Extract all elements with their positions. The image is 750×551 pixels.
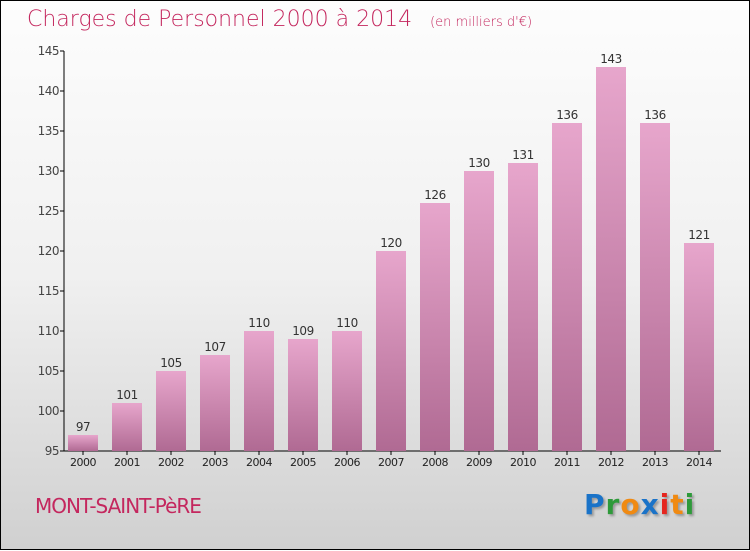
bar — [112, 403, 142, 451]
logo-letter: t — [670, 488, 685, 521]
logo-letter: i — [659, 488, 671, 521]
y-tick-label: 100 — [38, 404, 59, 418]
bar — [464, 171, 494, 451]
data-label: 101 — [116, 388, 137, 402]
logo-letter: i — [684, 488, 696, 521]
x-tick-label: 2000 — [70, 456, 96, 469]
data-label: 97 — [76, 420, 90, 434]
y-tick-label: 105 — [38, 364, 59, 378]
x-tick-label: 2013 — [642, 456, 668, 469]
y-tick-label: 95 — [45, 444, 59, 458]
bar — [244, 331, 274, 451]
bar — [68, 435, 98, 451]
x-tick-label: 2012 — [598, 456, 624, 469]
chart-title: Charges de Personnel 2000 à 2014 (en mill… — [27, 7, 532, 32]
data-label: 110 — [336, 316, 357, 330]
data-label: 109 — [292, 324, 313, 338]
data-label: 120 — [380, 236, 401, 250]
chart-subtitle: (en milliers d'€) — [430, 15, 533, 30]
x-tick-label: 2001 — [114, 456, 140, 469]
x-tick-label: 2002 — [158, 456, 184, 469]
bar — [552, 123, 582, 451]
y-tick-label: 120 — [38, 244, 59, 258]
data-label: 143 — [600, 52, 621, 66]
y-tick-label: 110 — [38, 324, 59, 338]
bar — [508, 163, 538, 451]
data-label: 121 — [688, 228, 709, 242]
data-label: 136 — [644, 108, 665, 122]
bar — [376, 251, 406, 451]
x-tick-label: 2005 — [290, 456, 316, 469]
x-tick-label: 2009 — [466, 456, 492, 469]
x-tick-label: 2010 — [510, 456, 536, 469]
bar — [640, 123, 670, 451]
y-tick-label: 145 — [38, 44, 59, 58]
y-tick-label: 135 — [38, 124, 59, 138]
y-tick-label: 130 — [38, 164, 59, 178]
y-tick-label: 140 — [38, 84, 59, 98]
bar — [684, 243, 714, 451]
y-tick-label: 115 — [38, 284, 59, 298]
logo-letter: x — [640, 488, 660, 521]
bar — [420, 203, 450, 451]
logo-letter: o — [620, 488, 641, 521]
x-tick-label: 2003 — [202, 456, 228, 469]
y-tick-label: 125 — [38, 204, 59, 218]
x-tick-label: 2014 — [686, 456, 712, 469]
bar — [156, 371, 186, 451]
title-text: Charges de Personnel 2000 à 2014 — [27, 7, 413, 32]
x-tick-label: 2006 — [334, 456, 360, 469]
logo-letter: r — [605, 488, 621, 521]
data-label: 105 — [160, 356, 181, 370]
data-label: 130 — [468, 156, 489, 170]
logo-letter: P — [584, 488, 606, 521]
bar — [288, 339, 318, 451]
data-label: 107 — [204, 340, 225, 354]
data-label: 110 — [248, 316, 269, 330]
bar — [332, 331, 362, 451]
x-tick-label: 2008 — [422, 456, 448, 469]
data-label: 136 — [556, 108, 577, 122]
bar — [200, 355, 230, 451]
data-label: 126 — [424, 188, 445, 202]
bar — [596, 67, 626, 451]
data-label: 131 — [512, 148, 533, 162]
x-tick-label: 2011 — [554, 456, 580, 469]
x-tick-label: 2004 — [246, 456, 272, 469]
x-tick-label: 2007 — [378, 456, 404, 469]
proxiti-logo: Proxiti — [584, 488, 695, 521]
location-name: MONT-SAINT-PèRE — [35, 494, 202, 518]
